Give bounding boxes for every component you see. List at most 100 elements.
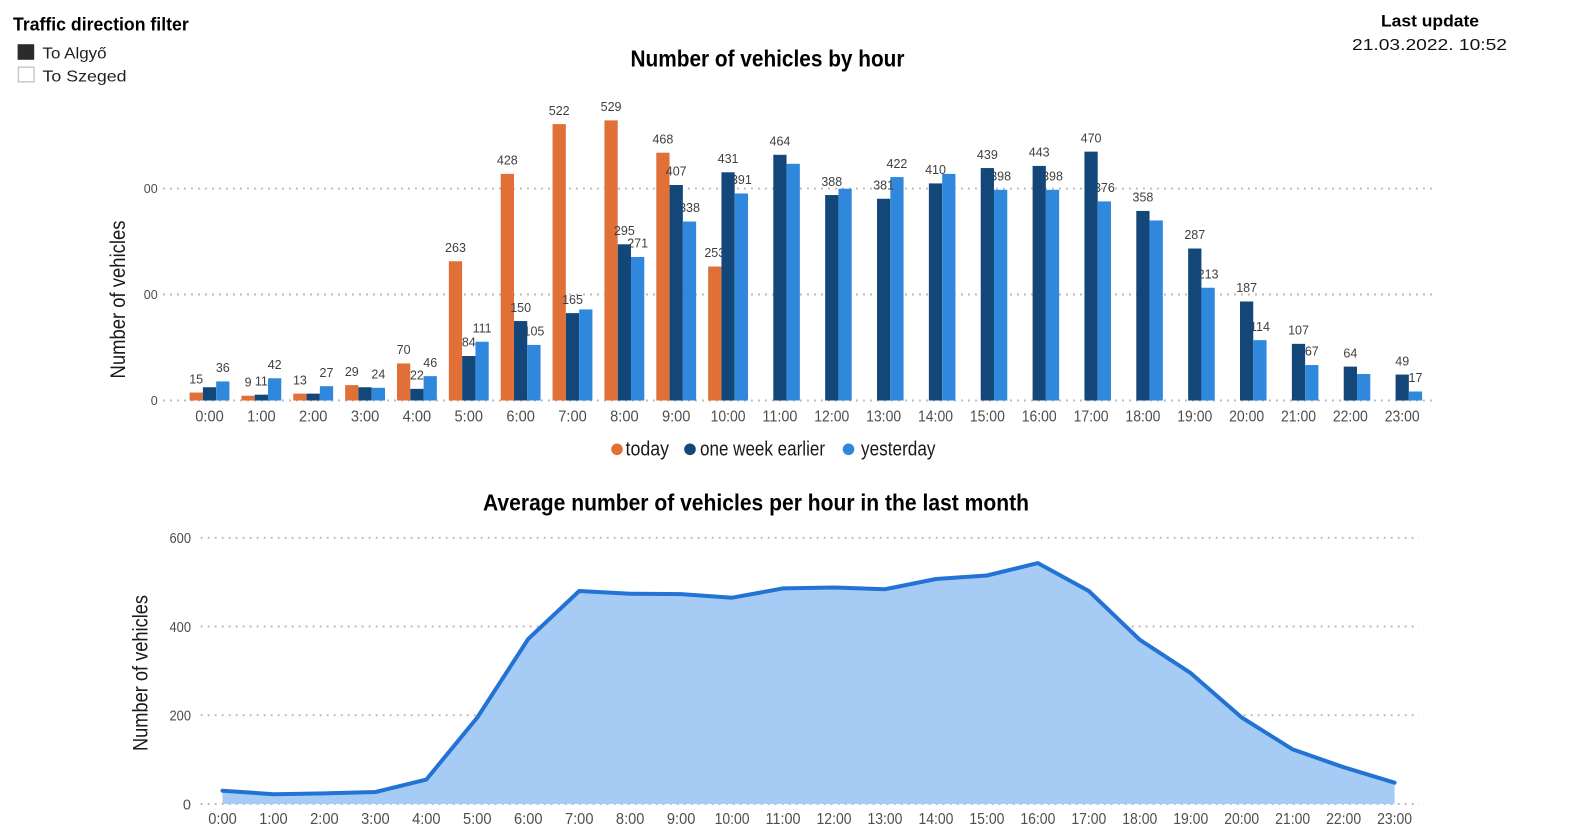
- svg-text:213: 213: [1198, 267, 1219, 281]
- svg-text:15:00: 15:00: [970, 408, 1005, 425]
- svg-text:0: 0: [183, 797, 191, 813]
- svg-text:4:00: 4:00: [412, 811, 441, 828]
- svg-text:11:00: 11:00: [766, 811, 801, 828]
- svg-text:27: 27: [320, 366, 334, 380]
- svg-text:00: 00: [144, 182, 158, 196]
- svg-text:17:00: 17:00: [1071, 811, 1106, 828]
- svg-text:17: 17: [1409, 371, 1423, 385]
- svg-text:253: 253: [704, 246, 725, 260]
- svg-text:84: 84: [462, 336, 476, 350]
- svg-text:13:00: 13:00: [867, 811, 902, 828]
- svg-text:5:00: 5:00: [455, 408, 484, 425]
- svg-text:5:00: 5:00: [463, 811, 492, 828]
- svg-text:yesterday: yesterday: [861, 439, 936, 461]
- svg-text:15:00: 15:00: [969, 811, 1004, 828]
- svg-text:6:00: 6:00: [514, 811, 543, 828]
- svg-text:10:00: 10:00: [711, 408, 746, 425]
- svg-text:21:00: 21:00: [1275, 811, 1310, 828]
- svg-text:439: 439: [977, 148, 998, 162]
- svg-text:00: 00: [144, 288, 158, 302]
- svg-text:381: 381: [873, 178, 894, 192]
- svg-text:428: 428: [497, 154, 518, 168]
- svg-text:18:00: 18:00: [1125, 408, 1160, 425]
- svg-text:9:00: 9:00: [667, 811, 696, 828]
- svg-text:4:00: 4:00: [403, 408, 432, 425]
- svg-text:15: 15: [189, 372, 203, 386]
- svg-text:8:00: 8:00: [616, 811, 645, 828]
- svg-text:16:00: 16:00: [1022, 408, 1057, 425]
- svg-text:6:00: 6:00: [506, 408, 535, 425]
- svg-text:46: 46: [423, 356, 437, 370]
- svg-text:10:00: 10:00: [715, 811, 750, 828]
- svg-text:18:00: 18:00: [1122, 811, 1157, 828]
- svg-text:111: 111: [473, 321, 492, 335]
- svg-text:9: 9: [245, 375, 252, 389]
- svg-text:one week earlier: one week earlier: [700, 439, 825, 461]
- svg-text:Last update: Last update: [1381, 12, 1479, 31]
- svg-text:338: 338: [679, 201, 700, 215]
- svg-text:1:00: 1:00: [259, 811, 288, 828]
- svg-text:Average number of vehicles per: Average number of vehicles per hour in t…: [483, 490, 1029, 516]
- svg-text:36: 36: [216, 361, 230, 375]
- svg-text:67: 67: [1305, 345, 1319, 359]
- svg-text:24: 24: [371, 367, 385, 381]
- svg-text:9:00: 9:00: [662, 408, 691, 425]
- svg-text:12:00: 12:00: [817, 811, 852, 828]
- svg-text:600: 600: [170, 531, 192, 547]
- svg-text:today: today: [626, 439, 670, 461]
- svg-text:17:00: 17:00: [1074, 408, 1109, 425]
- svg-text:398: 398: [990, 169, 1011, 183]
- svg-text:529: 529: [601, 100, 622, 114]
- svg-text:7:00: 7:00: [558, 408, 587, 425]
- svg-text:23:00: 23:00: [1385, 408, 1420, 425]
- svg-text:22:00: 22:00: [1333, 408, 1368, 425]
- svg-text:263: 263: [445, 241, 466, 255]
- svg-text:3:00: 3:00: [351, 408, 380, 425]
- svg-text:431: 431: [718, 152, 739, 166]
- svg-text:0:00: 0:00: [195, 408, 224, 425]
- svg-text:443: 443: [1029, 146, 1050, 160]
- svg-text:22: 22: [410, 369, 424, 383]
- svg-text:388: 388: [821, 175, 842, 189]
- svg-text:23:00: 23:00: [1377, 811, 1412, 828]
- svg-text:22:00: 22:00: [1326, 811, 1361, 828]
- svg-text:468: 468: [652, 132, 673, 146]
- svg-text:522: 522: [549, 104, 570, 118]
- svg-text:16:00: 16:00: [1020, 811, 1055, 828]
- svg-text:29: 29: [345, 365, 359, 379]
- svg-text:1:00: 1:00: [247, 408, 276, 425]
- svg-text:358: 358: [1133, 191, 1154, 205]
- svg-text:64: 64: [1343, 346, 1357, 360]
- svg-text:To Algyő: To Algyő: [43, 46, 107, 63]
- svg-text:105: 105: [524, 325, 545, 339]
- svg-text:398: 398: [1042, 169, 1063, 183]
- svg-text:49: 49: [1395, 354, 1409, 368]
- svg-text:14:00: 14:00: [918, 811, 953, 828]
- svg-text:287: 287: [1184, 228, 1205, 242]
- svg-text:70: 70: [397, 343, 411, 357]
- svg-text:150: 150: [510, 301, 531, 315]
- svg-text:21:00: 21:00: [1281, 408, 1316, 425]
- svg-text:7:00: 7:00: [565, 811, 594, 828]
- svg-text:200: 200: [170, 709, 192, 725]
- svg-text:20:00: 20:00: [1224, 811, 1259, 828]
- svg-text:Number of vehicles: Number of vehicles: [130, 595, 153, 751]
- svg-text:464: 464: [770, 135, 791, 149]
- svg-text:14:00: 14:00: [918, 408, 953, 425]
- svg-text:165: 165: [562, 293, 583, 307]
- svg-text:21.03.2022. 10:52: 21.03.2022. 10:52: [1352, 37, 1507, 54]
- svg-text:Number of vehicles by hour: Number of vehicles by hour: [631, 46, 905, 72]
- svg-text:376: 376: [1094, 181, 1115, 195]
- svg-text:11: 11: [255, 374, 268, 388]
- svg-text:114: 114: [1250, 320, 1270, 334]
- svg-text:271: 271: [627, 237, 648, 251]
- svg-text:391: 391: [731, 173, 752, 187]
- svg-text:20:00: 20:00: [1229, 408, 1264, 425]
- svg-text:0:00: 0:00: [208, 811, 237, 828]
- svg-text:8:00: 8:00: [610, 408, 639, 425]
- svg-text:400: 400: [170, 620, 192, 636]
- svg-text:12:00: 12:00: [814, 408, 849, 425]
- svg-text:Traffic direction filter: Traffic direction filter: [13, 15, 189, 35]
- svg-text:13: 13: [293, 373, 307, 387]
- svg-text:11:00: 11:00: [762, 408, 797, 425]
